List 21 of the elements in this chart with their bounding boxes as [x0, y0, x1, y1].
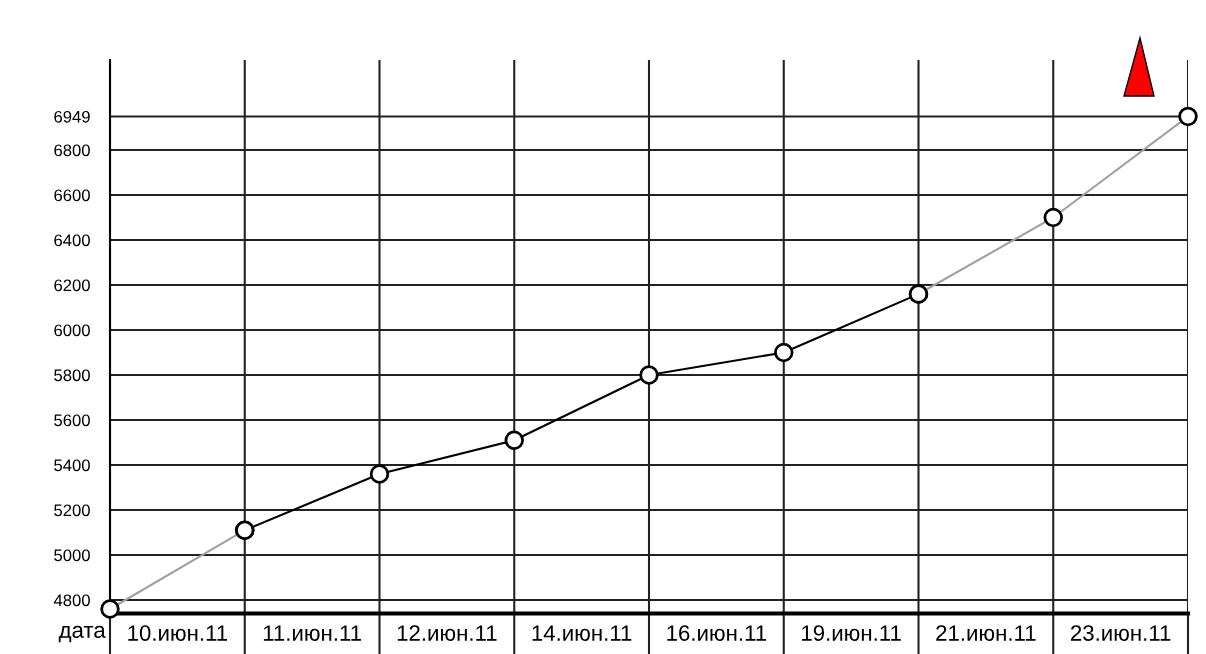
- y-tick-label: 6400: [54, 234, 90, 247]
- y-tick-label: 5600: [54, 414, 90, 427]
- y-tick-label: 4800: [53, 594, 90, 607]
- x-tick-label: 19.июн.11: [802, 625, 901, 641]
- x-axis-title: дата: [58, 625, 106, 643]
- x-tick-label: 16.июн.11: [667, 625, 767, 641]
- y-tick-label: 5000: [54, 549, 90, 562]
- y-tick-label: 6600: [54, 189, 90, 202]
- x-tick-label: 14.июн.11: [532, 625, 632, 641]
- y-tick-label: 6800: [54, 144, 90, 157]
- x-tick-label: 10.июн.11: [128, 625, 228, 641]
- y-tick-label: 6000: [54, 324, 90, 337]
- y-tick-label: 5400: [54, 459, 90, 472]
- x-tick-label: 23.июн.11: [1071, 625, 1171, 641]
- y-tick-label: 5200: [54, 504, 90, 517]
- y-tick-label: 6949: [54, 110, 90, 123]
- x-tick-label: 12.июн.11: [397, 625, 497, 641]
- y-tick-label: 6200: [54, 279, 90, 292]
- x-tick-label: 11.июн.11: [263, 625, 361, 641]
- y-tick-label: 5800: [54, 369, 90, 382]
- x-tick-label: 21.июн.11: [936, 625, 1036, 641]
